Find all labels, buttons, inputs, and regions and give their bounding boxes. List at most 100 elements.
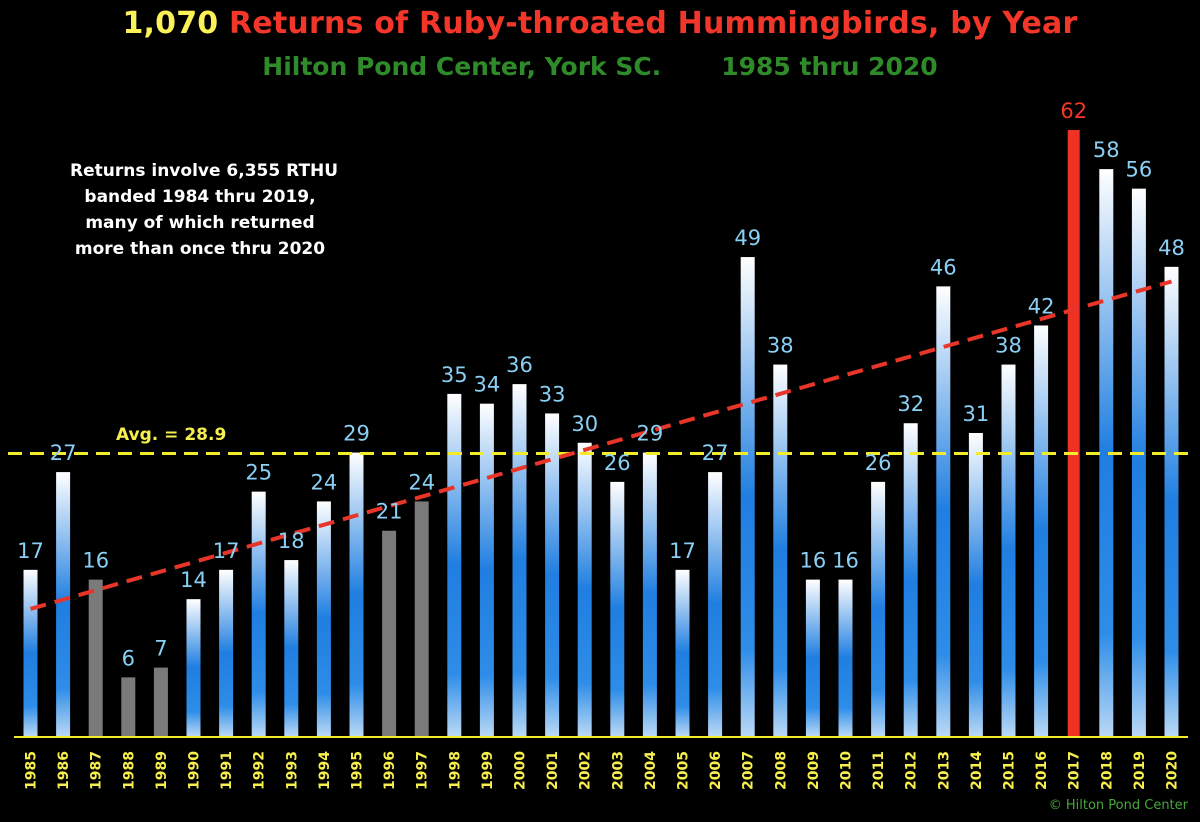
bar-2011: [871, 481, 886, 736]
value-label-2014: 31: [963, 402, 990, 426]
year-label-2008: 2008: [773, 751, 789, 790]
bar-2004: [642, 452, 657, 736]
bar-2006: [708, 472, 723, 736]
copyright-credit: © Hilton Pond Center: [1048, 798, 1188, 813]
note-line: many of which returned: [85, 213, 315, 233]
bar-1986: [56, 472, 71, 736]
bar-2000: [512, 384, 527, 736]
year-label-2005: 2005: [676, 751, 692, 790]
bar-1997: [414, 501, 429, 736]
bar-1992: [251, 491, 266, 736]
bar-2014: [968, 433, 983, 736]
year-label-1991: 1991: [219, 751, 235, 790]
bar-1993: [284, 560, 299, 736]
average-label: Avg. = 28.9: [116, 425, 227, 445]
value-label-2009: 16: [800, 549, 827, 573]
value-label-2004: 29: [637, 422, 664, 446]
year-label-1993: 1993: [284, 751, 300, 790]
bar-1995: [349, 452, 364, 736]
subtitle-years: 1985 thru 2020: [721, 52, 938, 81]
bar-2012: [903, 423, 918, 736]
value-label-2012: 32: [897, 392, 924, 416]
value-label-2001: 33: [539, 382, 566, 406]
title-text: Returns of Ruby-throated Hummingbirds, b…: [229, 6, 1078, 41]
bar-2001: [545, 413, 560, 736]
value-label-1990: 14: [180, 568, 207, 592]
bar-2017: [1067, 130, 1080, 736]
year-label-2009: 2009: [806, 751, 822, 790]
year-label-1988: 1988: [121, 751, 137, 790]
value-label-2007: 49: [734, 226, 761, 250]
year-label-1989: 1989: [154, 751, 170, 790]
value-label-2011: 26: [865, 451, 892, 475]
value-label-2006: 27: [702, 441, 729, 465]
year-label-2019: 2019: [1132, 751, 1148, 790]
value-label-1992: 25: [245, 461, 272, 485]
year-label-2004: 2004: [643, 751, 659, 790]
value-label-2013: 46: [930, 255, 957, 279]
bar-1989: [153, 667, 168, 736]
value-label-1989: 7: [154, 637, 167, 661]
trend-line: [29, 279, 1173, 611]
bar-2002: [577, 442, 592, 736]
value-label-2017: 62: [1060, 99, 1087, 123]
value-label-1986: 27: [50, 441, 77, 465]
bar-2013: [936, 286, 951, 736]
year-label-2006: 2006: [708, 751, 724, 790]
year-label-1992: 1992: [252, 751, 268, 790]
chart-title: 1,070 Returns of Ruby-throated Hummingbi…: [0, 6, 1200, 41]
year-label-1997: 1997: [415, 751, 431, 790]
note-line: Returns involve 6,355 RTHU: [70, 161, 339, 181]
year-label-2016: 2016: [1034, 751, 1050, 790]
year-label-2010: 2010: [839, 751, 855, 790]
value-label-1997: 24: [408, 470, 435, 494]
year-label-2000: 2000: [513, 751, 529, 790]
value-label-2016: 42: [1028, 294, 1055, 318]
value-label-2019: 56: [1126, 158, 1153, 182]
value-label-2008: 38: [767, 334, 794, 358]
bar-2008: [773, 364, 788, 736]
year-label-1990: 1990: [187, 751, 203, 790]
year-label-2003: 2003: [610, 751, 626, 790]
value-label-2015: 38: [995, 334, 1022, 358]
bar-2010: [838, 579, 853, 736]
bar-2020: [1164, 266, 1179, 736]
year-label-1986: 1986: [56, 751, 72, 790]
value-label-1993: 18: [278, 529, 305, 553]
year-label-1987: 1987: [89, 751, 105, 790]
total-returns: 1,070: [122, 6, 219, 41]
bar-1987: [88, 579, 103, 736]
year-label-1996: 1996: [382, 751, 398, 790]
year-label-2012: 2012: [904, 751, 920, 790]
bar-1999: [479, 403, 494, 736]
lines-layer: [8, 279, 1190, 611]
value-label-2020: 48: [1158, 236, 1185, 260]
value-label-2000: 36: [506, 353, 533, 377]
chart-subtitle: Hilton Pond Center, York SC. 1985 thru 20…: [0, 52, 1200, 81]
value-label-1988: 6: [122, 646, 135, 670]
annotation-note: Returns involve 6,355 RTHU banded 1984 t…: [70, 158, 339, 262]
value-label-1991: 17: [213, 539, 240, 563]
year-label-2020: 2020: [1165, 751, 1181, 790]
value-label-1995: 29: [343, 422, 370, 446]
year-label-2015: 2015: [1002, 751, 1018, 790]
year-label-2011: 2011: [871, 751, 887, 790]
year-label-2001: 2001: [545, 751, 561, 790]
value-label-2010: 16: [832, 549, 859, 573]
year-label-2007: 2007: [741, 751, 757, 790]
bar-1990: [186, 599, 201, 736]
year-label-2013: 2013: [936, 751, 952, 790]
note-line: banded 1984 thru 2019,: [84, 187, 316, 207]
note-line: more than once thru 2020: [74, 239, 326, 259]
value-label-2005: 17: [669, 539, 696, 563]
year-label-1985: 1985: [24, 751, 40, 790]
year-label-1994: 1994: [317, 751, 333, 790]
bar-2003: [610, 481, 625, 736]
year-label-2014: 2014: [969, 751, 985, 790]
bar-1991: [219, 569, 234, 736]
bar-2019: [1131, 188, 1146, 737]
bar-1998: [447, 393, 462, 736]
bar-1994: [316, 501, 331, 736]
bar-2018: [1099, 169, 1114, 736]
